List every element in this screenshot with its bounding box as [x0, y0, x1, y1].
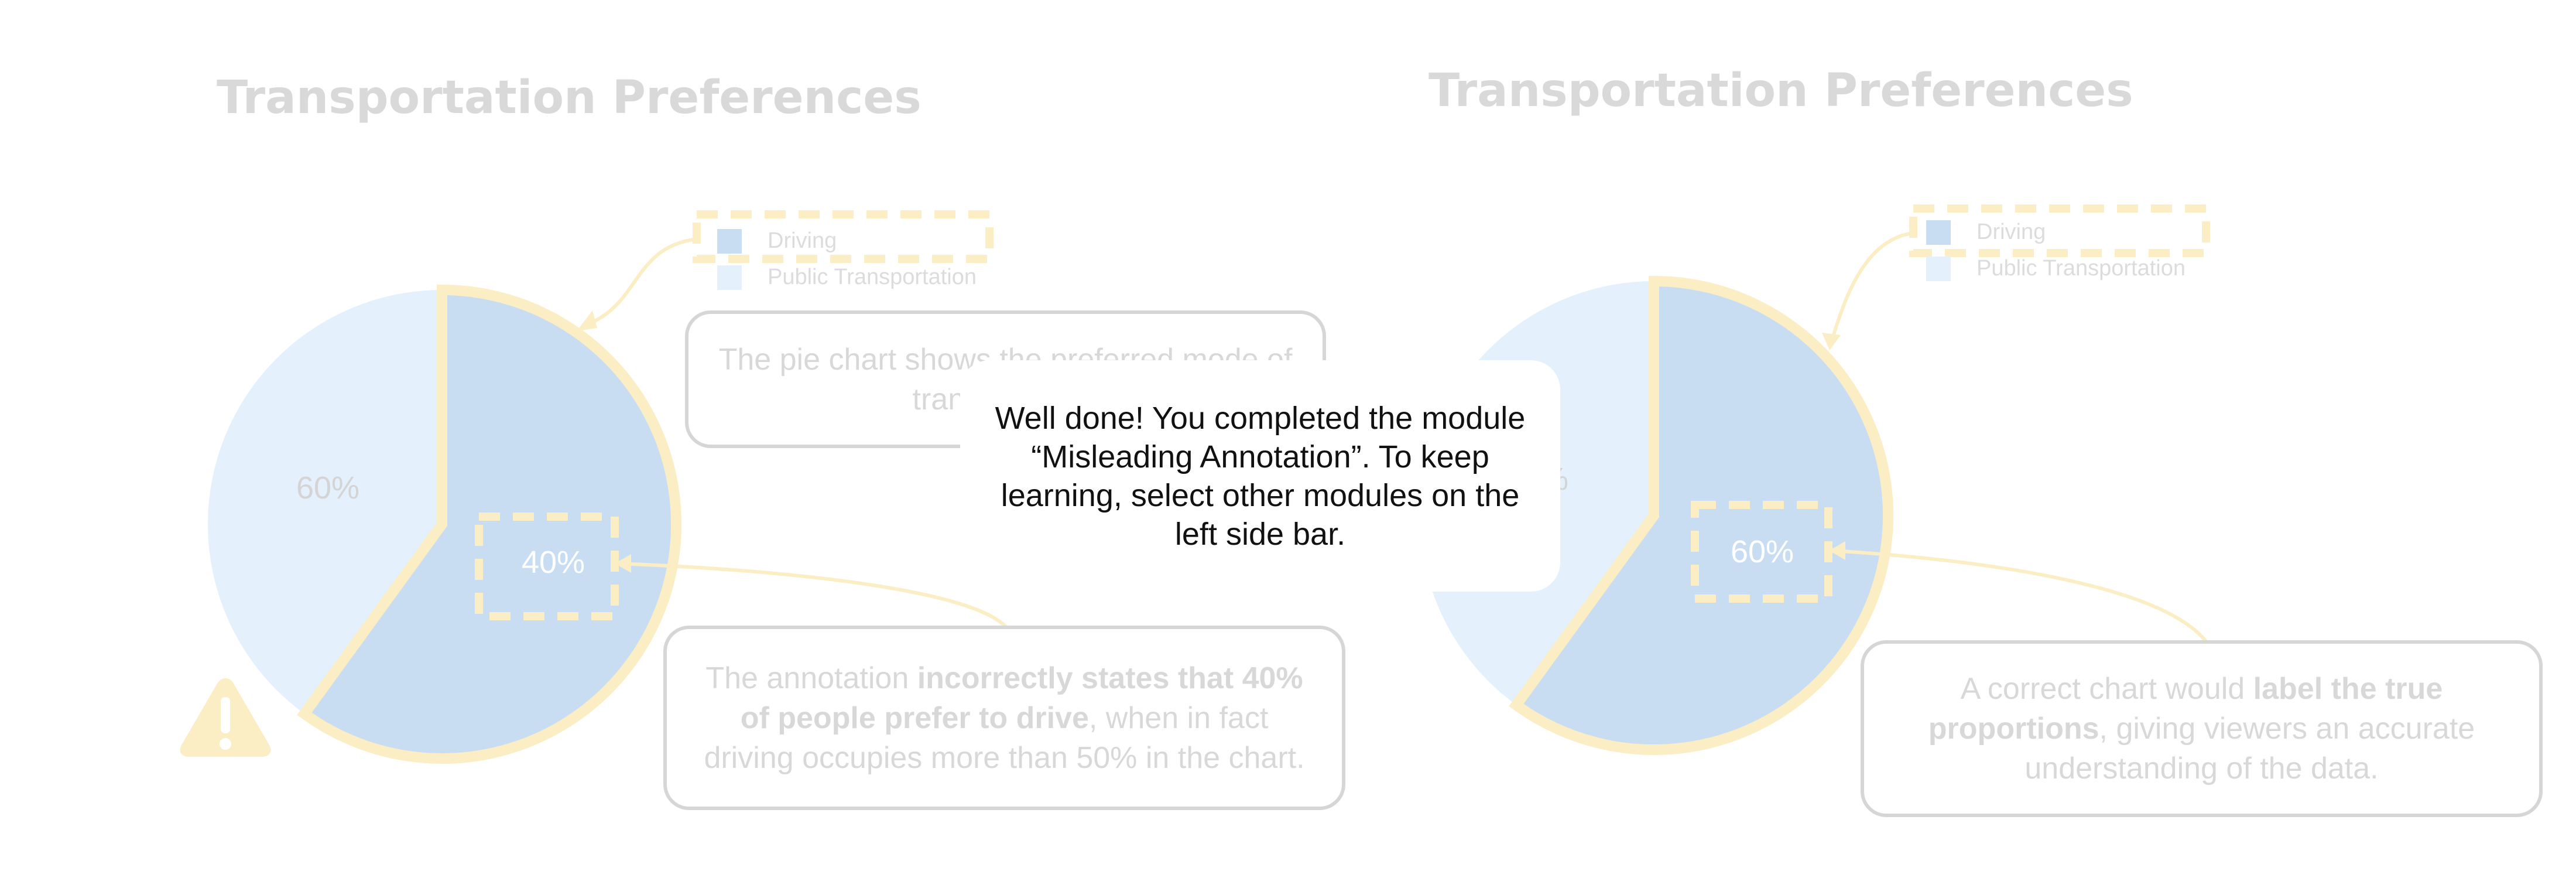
callout-emphasis: proportions	[1928, 712, 2099, 746]
legend-item-public-transportation: Public Transportation	[1926, 256, 2186, 281]
modal-message-line: “Misleading Annotation”. To keep	[1031, 439, 1489, 474]
legend-item-driving: Driving	[1926, 220, 2046, 245]
callout-line-1: The annotation incorrectly states that 4…	[705, 658, 1303, 698]
left-chart-title: Transportation Preferences	[217, 71, 922, 124]
modal-message-line: learning, select other modules on the	[1001, 477, 1520, 513]
callout-emphasis: label the true	[2253, 672, 2443, 706]
legend-swatch-driving	[1926, 220, 1951, 245]
slice-label-public-transportation: 60%	[296, 470, 360, 505]
slice-label-driving: 40%	[521, 545, 585, 580]
callout-line-3: understanding of the data.	[2025, 752, 2379, 785]
legend-label-public-transportation: Public Transportation	[768, 265, 977, 289]
callout-line-3: driving occupies more than 50% in the ch…	[704, 740, 1305, 775]
legend-label-public-transportation: Public Transportation	[1976, 256, 2186, 281]
callout-emphasis: incorrectly states that 40%	[917, 661, 1303, 695]
legend-connector-arrow	[1830, 231, 1914, 343]
slice-label-highlight-box	[1691, 501, 1832, 603]
pie-slice-public-transportation	[208, 290, 442, 714]
label-connector-arrow	[618, 562, 1008, 629]
legend-item-driving: Driving	[717, 228, 837, 254]
legend-connector-arrowhead	[577, 310, 597, 331]
modal-message-line: left side bar.	[1174, 516, 1346, 552]
legend-connector-arrowhead	[1822, 333, 1841, 350]
label-connector-arrowhead	[615, 554, 631, 573]
callout-text: , when in fact	[1088, 701, 1269, 735]
callout-text: A correct chart would	[1960, 672, 2253, 706]
right-chart-title: Transportation Preferences	[1429, 64, 2133, 117]
legend-highlight-box	[693, 210, 994, 263]
legend-item-public-transportation: Public Transportation	[717, 265, 977, 290]
legend-connector-arrow	[584, 237, 698, 327]
driving-slice-highlight-outline	[1509, 275, 1894, 755]
legend-label-driving: Driving	[768, 228, 837, 253]
legend-label-driving: Driving	[1976, 220, 2046, 244]
callout-text: The annotation	[705, 661, 917, 695]
legend-swatch-driving	[717, 228, 742, 254]
callout-line-2: proportions, giving viewers an accurate	[1928, 709, 2475, 749]
completion-modal: Well done! You completed the module “Mis…	[960, 360, 1560, 592]
left-pie-group	[208, 210, 1008, 764]
driving-slice-highlight-outline	[297, 284, 682, 764]
callout-text: , giving viewers an accurate	[2099, 712, 2475, 746]
callout-line-2: of people prefer to drive, when in fact	[741, 698, 1269, 738]
label-connector-arrow	[1832, 549, 2208, 643]
warning-icon	[180, 678, 271, 757]
modal-message-line: Well done! You completed the module	[995, 400, 1526, 436]
label-connector-arrowhead	[1829, 541, 1845, 560]
pie-slice-driving	[1516, 281, 1889, 750]
callout-emphasis: of people prefer to drive	[740, 701, 1089, 735]
legend-swatch-public-transportation	[1926, 256, 1951, 281]
slice-label-highlight-box	[475, 513, 619, 620]
left-callout-misleading: The annotation incorrectly states that 4…	[663, 626, 1345, 810]
slice-label-driving: 60%	[1730, 534, 1794, 569]
legend-highlight-box	[1909, 204, 2210, 257]
right-callout-correct: A correct chart would label the true pro…	[1861, 640, 2543, 817]
legend-swatch-public-transportation	[717, 265, 742, 290]
callout-line-1: A correct chart would label the true	[1961, 669, 2443, 709]
pie-slice-driving	[304, 289, 677, 759]
